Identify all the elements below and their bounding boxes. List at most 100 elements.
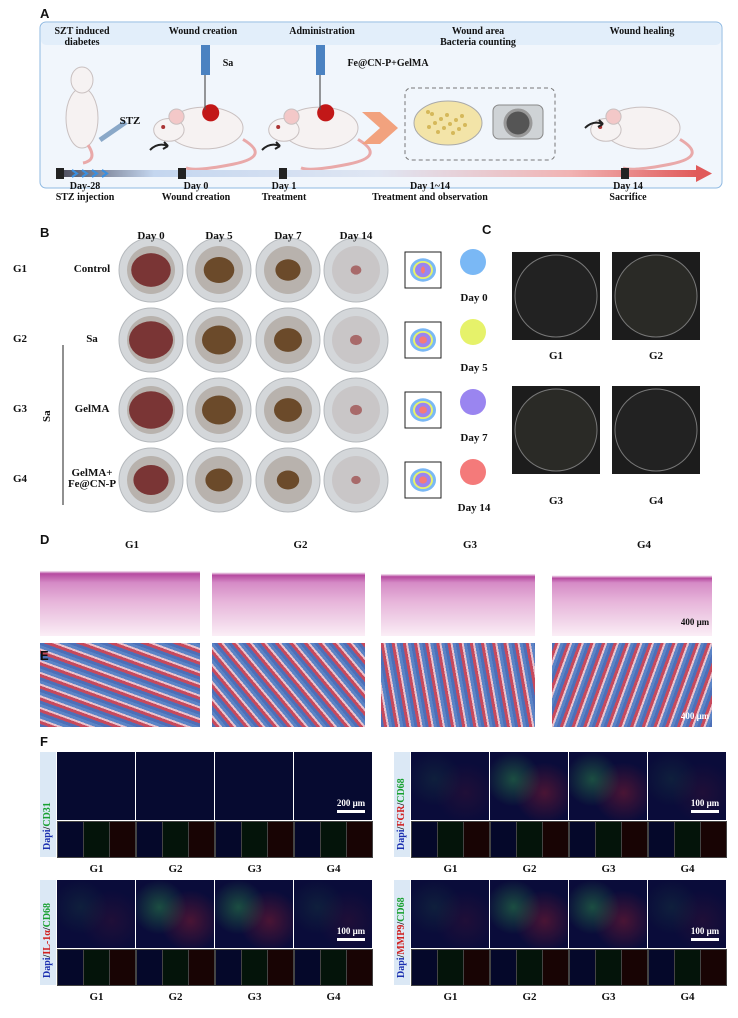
- channel-image: [320, 949, 347, 986]
- wound-bed: [274, 398, 302, 422]
- stain-label: Dapi/MMP9/CD68: [396, 897, 407, 978]
- timeline-marker: [621, 168, 629, 179]
- channel-image: [490, 949, 517, 986]
- group-label: G2: [522, 991, 537, 1003]
- legend-label: Day 14: [457, 502, 491, 514]
- channel-image: [188, 821, 215, 858]
- group-label: G2: [293, 539, 308, 551]
- panel-label: F: [40, 734, 48, 749]
- infection-label: Sa: [41, 410, 53, 422]
- channel-image: [241, 949, 268, 986]
- stain-part: /: [396, 802, 407, 806]
- channel-image: [136, 949, 163, 986]
- stain-strip: [40, 752, 56, 857]
- plate: [614, 254, 698, 338]
- fluorescence-image: [57, 752, 135, 820]
- colony: [451, 131, 455, 135]
- stain-label: Dapi/FGR/CD68: [396, 778, 407, 850]
- wound-bed: [276, 470, 300, 490]
- panel-a-header: [41, 23, 721, 45]
- stain-part: /: [42, 927, 53, 931]
- timeline-day: Day 1: [271, 181, 297, 192]
- wound-bed: [350, 404, 362, 416]
- panel-label: A: [40, 6, 50, 21]
- step-title: Wound healing: [609, 26, 675, 37]
- group-label: G1: [89, 991, 104, 1003]
- trace: [421, 266, 425, 274]
- group-label: G2: [168, 863, 183, 875]
- group-label: G2: [648, 350, 664, 362]
- wound-bed: [133, 465, 169, 495]
- scale-bar: 200 μm: [336, 798, 366, 808]
- mouse-ear: [605, 108, 622, 125]
- step-title: Administration: [289, 26, 355, 37]
- panel-label: E: [40, 648, 49, 663]
- group-label: G4: [680, 863, 695, 875]
- reagent-label: Sa: [222, 58, 234, 69]
- channel-image: [83, 949, 110, 986]
- group-label: G3: [247, 991, 262, 1003]
- group-label: G1: [443, 863, 458, 875]
- group-label: G4: [648, 495, 664, 507]
- channel-image: [83, 821, 110, 858]
- group-label: G2: [522, 863, 537, 875]
- group-label: G1: [124, 539, 140, 551]
- stain-label: Dapi/CD31: [42, 802, 53, 850]
- step-arrow: [584, 119, 604, 129]
- wound-bed: [129, 321, 173, 359]
- channel-image: [542, 949, 569, 986]
- stain-label: Dapi/IL-1α/CD68: [42, 903, 53, 978]
- colony: [433, 121, 437, 125]
- timeline-event: Wound creation: [161, 192, 231, 203]
- timeline-event: Treatment: [261, 192, 307, 203]
- stain-part: CD68: [396, 897, 407, 922]
- timeline-day: Day 0: [183, 181, 209, 192]
- group-label: G4: [326, 863, 341, 875]
- fluorescence-image: [490, 880, 568, 948]
- group-label: G4: [680, 991, 695, 1003]
- scale-bar: 100 μm: [690, 926, 720, 936]
- colony: [448, 122, 452, 126]
- colony: [442, 126, 446, 130]
- chevron: [91, 169, 99, 178]
- fluorescence-image: [136, 752, 214, 820]
- timeline-day: Day 1~14: [410, 181, 450, 192]
- day-header: Day 5: [205, 230, 233, 242]
- he-image: [552, 560, 712, 636]
- fluorescence-image: [215, 880, 293, 948]
- masson-image: [552, 643, 712, 727]
- chevron: [101, 169, 109, 178]
- mouse-ear: [283, 108, 300, 125]
- big-arrow: [362, 112, 398, 144]
- stain-part: CD31: [42, 802, 53, 827]
- legend-swatch: [460, 389, 486, 415]
- plate: [614, 388, 698, 472]
- channel-image: [674, 949, 701, 986]
- scale-bar: 400 μm: [680, 617, 710, 627]
- channel-image: [215, 821, 242, 858]
- fluorescence-image: [215, 752, 293, 820]
- stain-part: /: [396, 826, 407, 830]
- timeline-day: Day 14: [613, 181, 643, 192]
- channel-image: [621, 949, 648, 986]
- channel-image: [595, 949, 622, 986]
- mouse-tail: [185, 138, 257, 171]
- fluorescence-image: [57, 880, 135, 948]
- stain-part: /: [42, 826, 53, 830]
- channel-image: [700, 821, 727, 858]
- he-image: [40, 560, 200, 636]
- channel-image: [188, 949, 215, 986]
- stain-part: MMP9: [396, 924, 407, 955]
- legend-label: Day 5: [460, 362, 488, 374]
- legend-label: Day 0: [460, 292, 488, 304]
- fluorescence-image: [411, 752, 489, 820]
- group-label: G3: [462, 539, 478, 551]
- legend-swatch: [460, 459, 486, 485]
- legend-swatch: [460, 319, 486, 345]
- colony: [430, 112, 434, 116]
- channel-image: [621, 821, 648, 858]
- mouse-ear: [168, 108, 185, 125]
- stain-part: /: [42, 954, 53, 958]
- step-arrow: [261, 141, 281, 151]
